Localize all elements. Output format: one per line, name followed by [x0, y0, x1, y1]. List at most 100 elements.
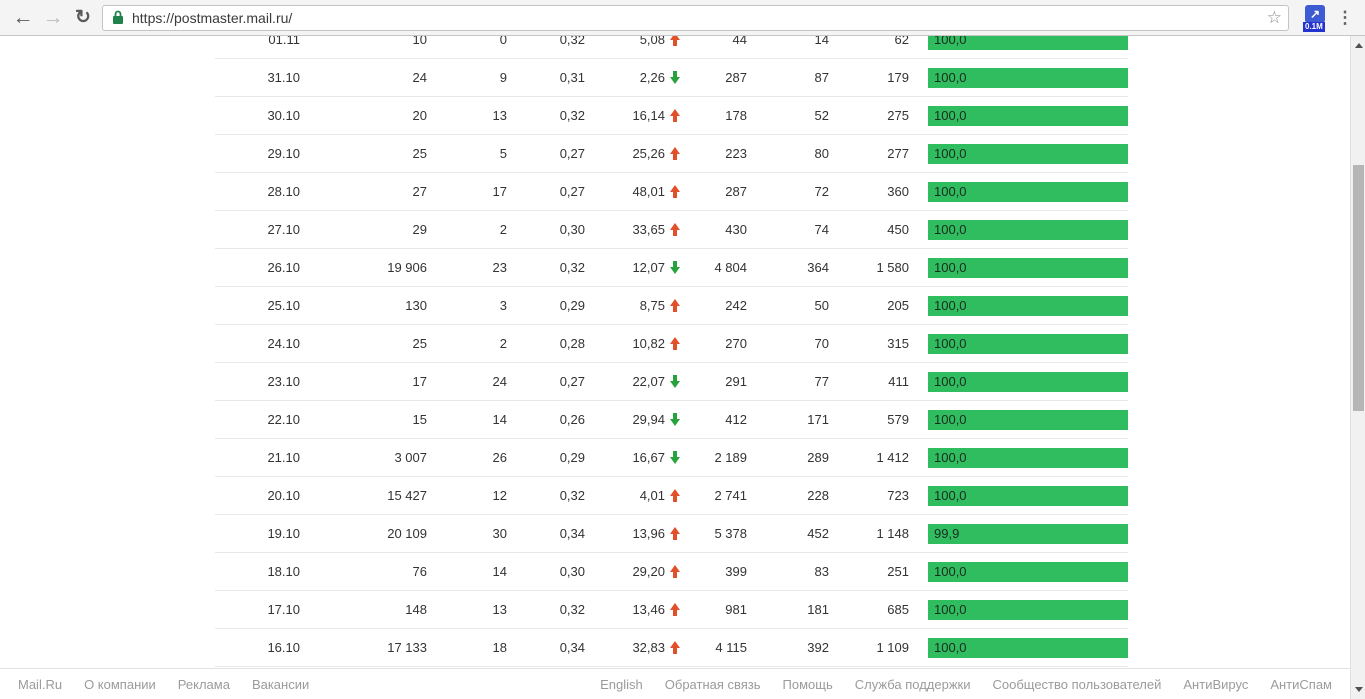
scroll-down-icon[interactable]: [1351, 682, 1365, 697]
column-gap: [909, 173, 928, 210]
value-cell: 315: [887, 336, 909, 351]
bookmark-star-icon[interactable]: ☆: [1266, 7, 1282, 27]
value-cell: 0,32: [559, 602, 585, 617]
date-cell: 23.10: [267, 374, 300, 389]
extension-square-icon: ↗: [1305, 4, 1325, 23]
value-cell: 392: [807, 640, 829, 655]
footer-link[interactable]: Обратная связь: [664, 676, 761, 692]
value-cell: 14: [492, 564, 507, 579]
scroll-up-icon[interactable]: [1351, 38, 1365, 53]
trend-arrow-icon: [670, 527, 680, 540]
delta-value: 16,14: [632, 108, 665, 123]
value-cell: 148: [405, 602, 427, 617]
reload-icon[interactable]: ↻: [75, 7, 91, 28]
value-cell: 83: [814, 564, 829, 579]
percent-bar: 100,0: [928, 638, 1128, 658]
footer-link[interactable]: Сообщество пользователей: [992, 676, 1162, 692]
address-bar[interactable]: https://postmaster.mail.ru/ ☆: [102, 4, 1289, 31]
delta-cell: 13,46: [585, 591, 680, 628]
table-row: 23.10 17 24 0,27 22,07 291 77 411 100,0: [215, 363, 1128, 401]
footer-link[interactable]: English: [600, 676, 643, 692]
value-cell: 29: [412, 222, 427, 237]
date-cell: 26.10: [267, 260, 300, 275]
delta-value: 32,83: [632, 640, 665, 655]
value-cell: 74: [814, 222, 829, 237]
value-cell: 181: [807, 602, 829, 617]
footer-links-left: Mail.Ru О компании Реклама Вакансии: [18, 677, 309, 692]
percent-bar: 100,0: [928, 182, 1128, 202]
percent-bar: 100,0: [928, 68, 1128, 88]
table-row: 01.11 10 0 0,32 5,08 44 14 62 100,0: [215, 36, 1128, 59]
percent-bar-cell: 100,0: [928, 249, 1128, 286]
footer-link[interactable]: Вакансии: [251, 676, 310, 692]
value-cell: 2: [499, 336, 507, 351]
value-cell: 44: [732, 36, 747, 47]
trend-arrow-icon: [670, 565, 680, 578]
value-cell: 2: [499, 222, 507, 237]
value-cell: 3: [499, 298, 507, 313]
date-cell: 30.10: [267, 108, 300, 123]
column-gap: [909, 59, 928, 96]
delta-cell: 29,20: [585, 553, 680, 590]
value-cell: 24: [412, 70, 427, 85]
footer-link[interactable]: Помощь: [782, 676, 833, 692]
trend-arrow-icon: [670, 641, 680, 654]
value-cell: 287: [725, 70, 747, 85]
percent-bar: 100,0: [928, 106, 1128, 126]
trend-arrow-icon: [670, 375, 680, 388]
percent-bar-cell: 100,0: [928, 363, 1128, 400]
back-icon[interactable]: ←: [12, 5, 34, 29]
value-cell: 62: [894, 36, 909, 47]
value-cell: 76: [412, 564, 427, 579]
percent-bar-cell: 100,0: [928, 325, 1128, 362]
delta-cell: 22,07: [585, 363, 680, 400]
date-cell: 29.10: [267, 146, 300, 161]
percent-bar: 100,0: [928, 144, 1128, 164]
vertical-scrollbar[interactable]: [1350, 36, 1365, 699]
value-cell: 19 906: [387, 260, 427, 275]
value-cell: 77: [814, 374, 829, 389]
footer-link[interactable]: Реклама: [177, 676, 230, 692]
delta-value: 22,07: [632, 374, 665, 389]
delta-cell: 16,14: [585, 97, 680, 134]
value-cell: 1 148: [876, 526, 909, 541]
delta-value: 5,08: [639, 36, 665, 47]
percent-label: 100,0: [934, 260, 967, 275]
value-cell: 26: [492, 450, 507, 465]
extension-icon[interactable]: ↗ 0.1M: [1303, 3, 1327, 33]
footer-link[interactable]: О компании: [84, 676, 156, 692]
value-cell: 205: [887, 298, 909, 313]
scrollbar-thumb[interactable]: [1353, 165, 1364, 411]
value-cell: 25: [412, 146, 427, 161]
delta-value: 10,82: [632, 336, 665, 351]
value-cell: 87: [814, 70, 829, 85]
column-gap: [909, 135, 928, 172]
footer-link[interactable]: Служба поддержки: [854, 676, 971, 692]
footer-link[interactable]: АнтиСпам: [1270, 676, 1332, 692]
footer-links-right: English Обратная связь Помощь Служба поддер…: [600, 677, 1332, 692]
value-cell: 2 189: [714, 450, 747, 465]
value-cell: 287: [725, 184, 747, 199]
value-cell: 70: [814, 336, 829, 351]
menu-icon[interactable]: ⋮: [1336, 7, 1354, 27]
secure-lock-icon[interactable]: [112, 10, 124, 25]
percent-bar-cell: 100,0: [928, 211, 1128, 248]
table-row: 22.10 15 14 0,26 29,94 412 171 579 100,0: [215, 401, 1128, 439]
value-cell: 0,29: [559, 450, 585, 465]
percent-bar-cell: 100,0: [928, 59, 1128, 96]
value-cell: 228: [807, 488, 829, 503]
value-cell: 27: [412, 184, 427, 199]
value-cell: 399: [725, 564, 747, 579]
value-cell: 981: [725, 602, 747, 617]
column-gap: [909, 211, 928, 248]
percent-bar-cell: 100,0: [928, 477, 1128, 514]
forward-icon[interactable]: →: [42, 5, 64, 29]
percent-bar: 100,0: [928, 36, 1128, 50]
footer-link[interactable]: АнтиВирус: [1183, 676, 1249, 692]
trend-arrow-icon: [670, 185, 680, 198]
trend-arrow-icon: [670, 489, 680, 502]
value-cell: 450: [887, 222, 909, 237]
percent-bar-cell: 100,0: [928, 135, 1128, 172]
trend-arrow-icon: [670, 337, 680, 350]
footer-link[interactable]: Mail.Ru: [18, 676, 63, 692]
